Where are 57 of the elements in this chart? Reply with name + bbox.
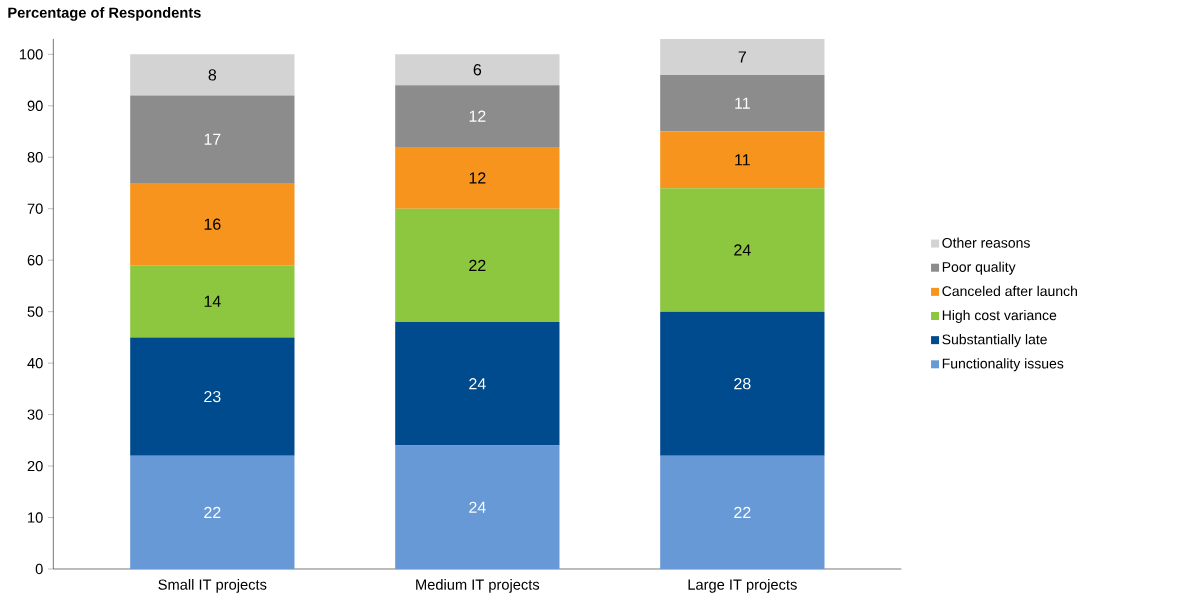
bar xyxy=(130,182,295,266)
bar xyxy=(395,146,560,209)
bar xyxy=(395,445,560,569)
bar xyxy=(130,95,295,183)
y-tick-label: 70 xyxy=(27,203,43,214)
bar xyxy=(130,265,295,338)
bar xyxy=(660,455,825,569)
x-tick-label: Medium IT projects xyxy=(416,579,540,593)
data-label: 24 xyxy=(469,501,486,513)
data-label: 24 xyxy=(734,244,751,256)
bar xyxy=(660,188,825,312)
data-label: 8 xyxy=(208,69,217,81)
legend-label: Poor quality xyxy=(942,261,1016,275)
bar xyxy=(395,54,560,86)
legend-label: Functionality issues xyxy=(942,358,1064,372)
y-axis-title: Percentage of Respondents xyxy=(8,7,201,21)
y-tick-label: 10 xyxy=(28,512,43,523)
data-label: 24 xyxy=(469,378,486,390)
y-tick-label: 50 xyxy=(27,306,43,317)
bar xyxy=(395,208,560,322)
legend-label: Canceled after launch xyxy=(942,285,1077,297)
bar xyxy=(395,321,560,446)
bar xyxy=(660,131,825,189)
data-label: 22 xyxy=(204,506,221,518)
data-label: 7 xyxy=(738,51,746,63)
data-label: 28 xyxy=(734,378,751,390)
bar xyxy=(395,85,560,147)
bar xyxy=(130,455,295,569)
y-tick-label: 80 xyxy=(27,152,43,163)
y-tick-label: 60 xyxy=(27,255,43,266)
y-tick-label: 0 xyxy=(35,563,43,575)
legend-label: Substantially late xyxy=(942,334,1047,348)
y-tick-label: 20 xyxy=(27,460,43,472)
data-label: 6 xyxy=(473,64,482,76)
legend-label: Other reasons xyxy=(942,237,1030,248)
y-tick-label: 30 xyxy=(27,409,43,420)
data-label: 17 xyxy=(204,133,221,145)
legend-label: High cost variance xyxy=(942,309,1057,323)
y-tick-label: 100 xyxy=(19,49,43,60)
x-tick-label: Small IT projects xyxy=(158,579,267,593)
data-label: 11 xyxy=(735,154,750,166)
y-tick-label: 90 xyxy=(27,100,43,111)
data-label: 14 xyxy=(204,295,221,307)
x-tick-label: Large IT projects xyxy=(688,579,797,593)
data-label: 16 xyxy=(204,218,221,230)
data-label: 12 xyxy=(469,110,486,122)
bar xyxy=(660,311,825,456)
data-label: 11 xyxy=(735,97,750,109)
bar xyxy=(130,54,295,96)
data-label: 22 xyxy=(469,259,486,271)
y-tick-label: 40 xyxy=(27,357,43,369)
bar xyxy=(130,337,295,456)
bar xyxy=(660,38,825,75)
data-label: 12 xyxy=(469,172,486,184)
data-label: 22 xyxy=(734,506,751,518)
data-label: 23 xyxy=(204,390,221,403)
bar xyxy=(660,74,825,132)
